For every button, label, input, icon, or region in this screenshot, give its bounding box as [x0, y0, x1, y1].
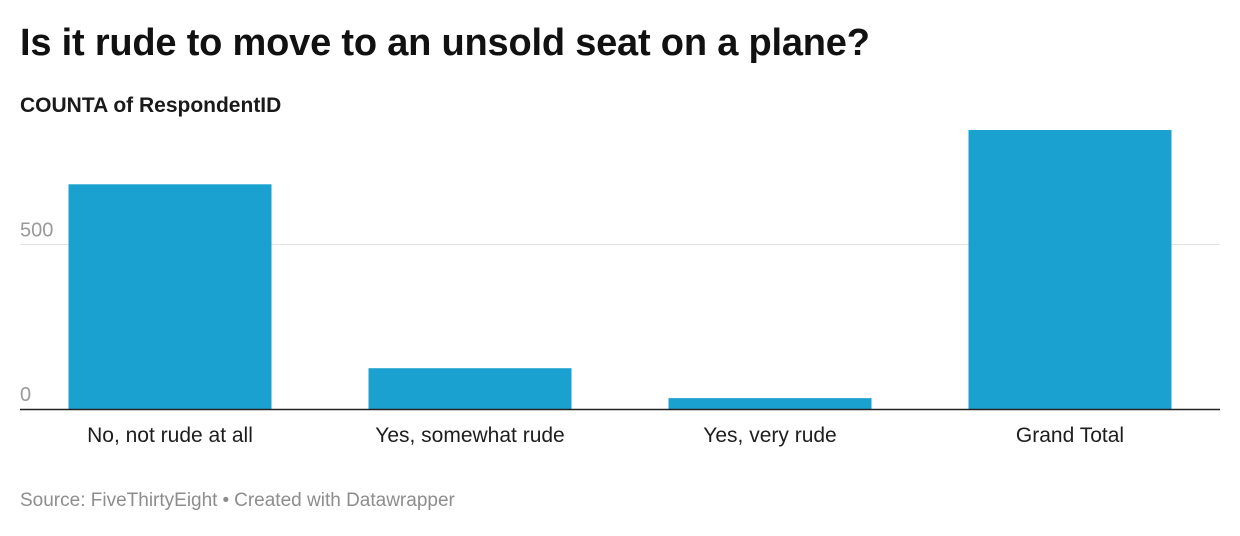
bar [69, 184, 272, 409]
chart-footer: Source: FiveThirtyEight • Created with Dat… [20, 490, 455, 512]
bars [69, 130, 1172, 409]
credit-label: Created with Datawrapper [234, 490, 455, 511]
bar [369, 368, 572, 409]
footer-separator: • [222, 490, 229, 511]
x-tick-label: Yes, somewhat rude [375, 424, 565, 447]
y-axis-ticks: 0 500 [20, 219, 53, 406]
source-label: Source: FiveThirtyEight [20, 490, 217, 511]
x-axis-labels: No, not rude at all Yes, somewhat rude Yes… [87, 424, 1124, 447]
bar [669, 398, 872, 409]
x-tick-label: Grand Total [1016, 424, 1124, 447]
y-tick-label: 0 [20, 384, 31, 406]
y-tick-label: 500 [20, 219, 53, 241]
bar [969, 130, 1172, 409]
x-tick-label: No, not rude at all [87, 424, 253, 447]
x-tick-label: Yes, very rude [703, 424, 836, 447]
